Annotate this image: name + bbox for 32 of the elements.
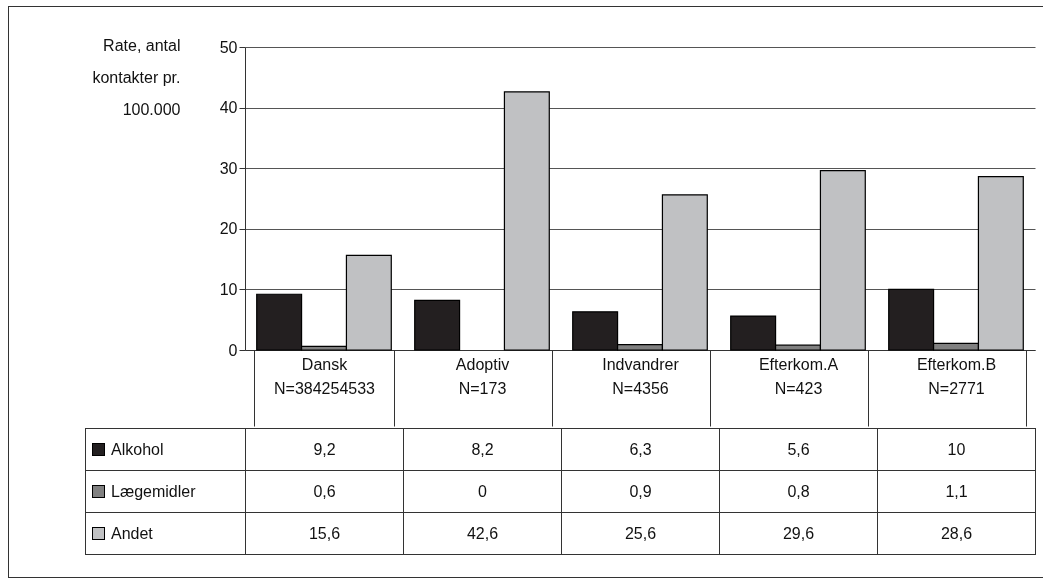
- bar: [414, 299, 461, 351]
- legend-label: Andet: [85, 512, 246, 555]
- data-label: 0: [403, 470, 562, 513]
- data-label: 15,6: [245, 512, 404, 555]
- y-tick-label: 10: [219, 280, 238, 298]
- y-tick-label: 0: [228, 341, 238, 359]
- data-label: 28,6: [877, 512, 1036, 555]
- data-label: 9,2: [245, 428, 404, 471]
- data-label: 6,3: [561, 428, 720, 471]
- y-tick-label: 40: [219, 99, 238, 117]
- bar: [503, 91, 550, 351]
- y-tick-label: 30: [219, 159, 238, 177]
- legend-label: Alkohol: [85, 428, 246, 471]
- data-label: 8,2: [403, 428, 562, 471]
- legend-label: Lægemidler: [85, 470, 246, 513]
- data-label: 42,6: [403, 512, 562, 555]
- x-tick-label: Indvandrer N=4356: [602, 355, 680, 397]
- data-label: 0,9: [561, 470, 720, 513]
- data-label: 0,8: [719, 470, 878, 513]
- data-label: 0,6: [245, 470, 404, 513]
- y-tick-label: 20: [219, 220, 238, 238]
- x-tick-label: Efterkom.A N=423: [758, 355, 839, 397]
- x-tick-label: Adoptiv N=173: [455, 355, 510, 397]
- x-tick-label: Dansk N=384254533: [274, 355, 376, 397]
- data-label: 10: [877, 428, 1036, 471]
- data-label: 1,1: [877, 470, 1036, 513]
- y-axis-title: Rate, antal kontakter pr. 100.000: [92, 36, 181, 118]
- x-tick-label: Efterkom.B N=2771: [916, 355, 997, 397]
- data-label: 25,6: [561, 512, 720, 555]
- data-label: 29,6: [719, 512, 878, 555]
- data-label: 5,6: [719, 428, 878, 471]
- y-tick-label: 50: [219, 38, 238, 56]
